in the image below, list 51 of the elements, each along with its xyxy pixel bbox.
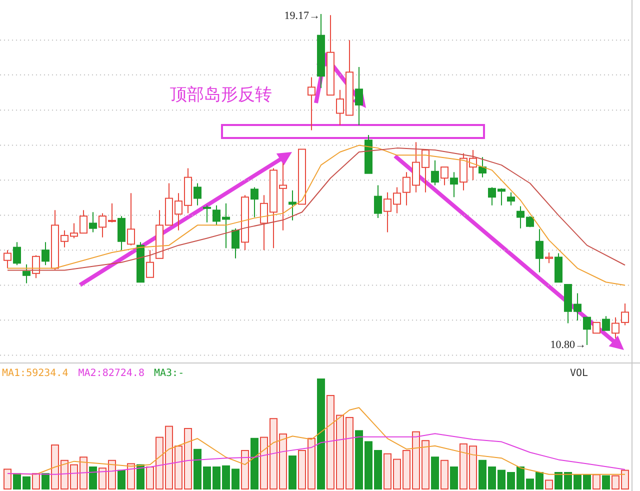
annotation: 10.80→ [550,339,586,351]
candlestick [602,316,610,331]
candlestick [4,250,12,269]
bar [440,460,448,490]
candlestick [288,190,296,221]
candlestick [250,186,258,218]
bar [118,470,126,490]
candlestick [127,192,135,246]
candlestick [203,204,211,223]
bar [288,456,296,490]
candlestick [478,156,486,178]
annotation: VOL [570,368,588,379]
candlestick [545,252,553,264]
candlestick [583,316,591,346]
text: MA1:59234.4 [2,368,68,379]
bar [602,475,610,490]
candlestick [42,242,50,266]
bar [4,468,12,490]
bar [545,480,553,490]
bar [89,466,97,490]
bar [32,473,40,490]
candlestick [32,254,40,279]
candlestick [440,166,448,186]
bar [317,378,325,490]
candlestick [232,228,240,259]
candlestick [592,322,600,334]
candlestick [355,66,363,126]
bar [136,464,144,490]
bar [241,450,249,490]
candlestick [194,182,202,206]
candlestick [22,264,30,284]
candlestick [536,228,544,273]
bar [592,474,600,490]
bar [42,473,50,490]
candlestick [374,184,382,219]
candlestick [118,216,126,251]
bar [431,456,439,490]
annotation: 19.17→ [284,10,320,22]
candlestick [308,76,316,131]
candlestick [146,250,154,278]
bar [450,466,458,490]
candlestick [450,172,458,198]
text: MA2:82724.8 [78,368,144,379]
candlestick [507,192,515,206]
bar [250,438,258,490]
candlestick [431,160,439,186]
annotation: MA3:- [154,368,184,379]
bar [127,463,135,490]
candlestick [13,242,21,266]
candlestick [89,212,97,233]
annotation: 顶部岛形反转 [170,85,272,105]
